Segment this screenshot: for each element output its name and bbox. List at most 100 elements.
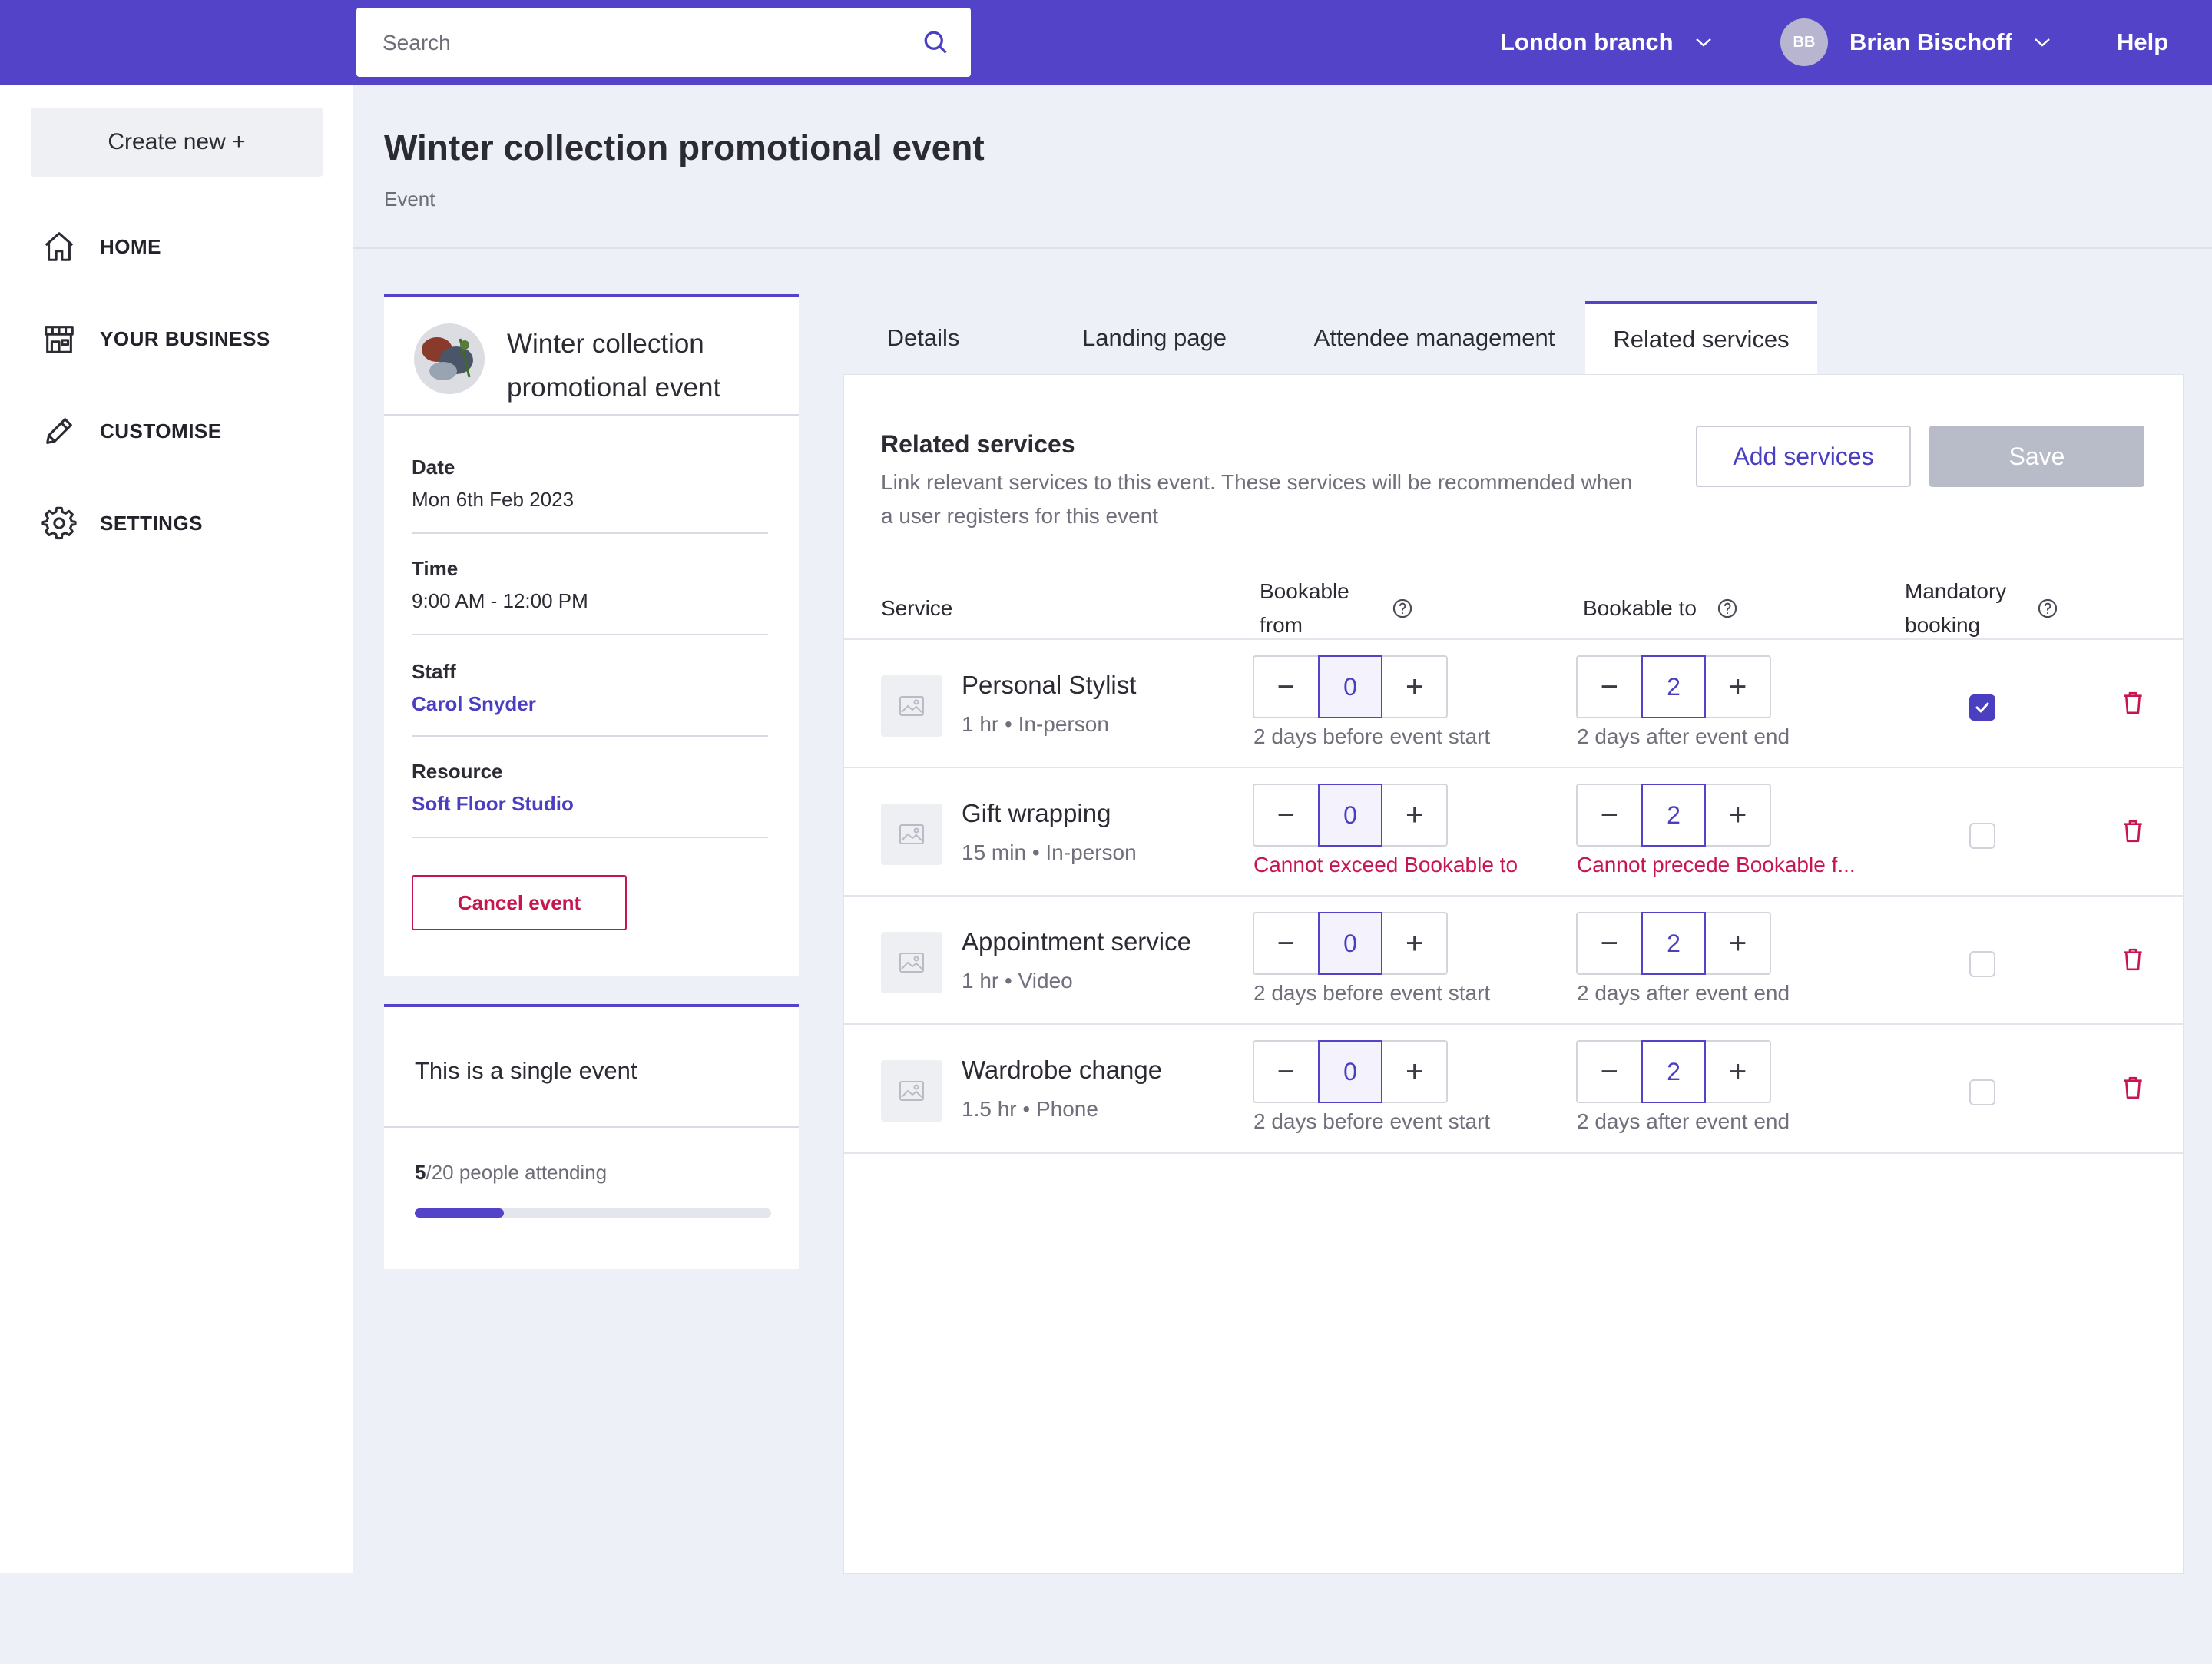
bookable-to-stepper[interactable]: − 2 + [1576,655,1771,718]
column-header-service: Service [881,596,953,620]
bookable-to-value[interactable]: 2 [1641,784,1707,847]
bookable-from-stepper[interactable]: − 0 + [1253,784,1448,847]
bookable-to-stepper[interactable]: − 2 + [1576,784,1771,847]
resource-link[interactable]: Soft Floor Studio [412,792,574,815]
service-name: Appointment service [962,927,1191,956]
bookable-from-value[interactable]: 0 [1317,912,1383,975]
plus-button[interactable]: + [1728,797,1747,832]
time-label: Time [412,557,459,580]
column-header-line: from [1260,613,1303,637]
mandatory-checkbox[interactable] [1969,823,1995,849]
minus-button[interactable]: − [1600,669,1618,704]
minus-button[interactable]: − [1600,1054,1618,1089]
trash-icon[interactable] [2122,819,2144,844]
bookable-from-stepper[interactable]: − 0 + [1253,655,1448,718]
add-services-button[interactable]: Add services [1696,426,1911,487]
attendance-rest: /20 people attending [426,1161,608,1184]
bookable-from-stepper[interactable]: − 0 + [1253,912,1448,975]
create-new-button[interactable]: Create new + [31,108,323,177]
sidebar-item-settings[interactable]: SETTINGS [41,505,203,541]
trash-icon[interactable] [2122,1076,2144,1100]
page-subtitle: Event [384,187,435,210]
header-divider [353,247,2212,249]
divider [384,1126,799,1128]
mandatory-checkbox[interactable] [1969,1079,1995,1105]
mandatory-checkbox[interactable] [1969,694,1995,721]
bookable-to-stepper[interactable]: − 2 + [1576,912,1771,975]
help-circle-icon[interactable] [1717,598,1738,619]
plus-button[interactable]: + [1728,1054,1747,1089]
bookable-to-value[interactable]: 2 [1641,1040,1707,1103]
service-meta: 1 hr • In-person [962,712,1109,736]
tab-details[interactable]: Details [886,324,960,351]
resource-label: Resource [412,760,503,783]
column-header-line: Mandatory [1905,579,2007,603]
top-bar: London branch BB Brian Bischoff Help [0,0,2212,85]
event-attendance-card: This is a single event 5/20 people atten… [384,1004,799,1269]
minus-button[interactable]: − [1277,1054,1295,1089]
bookable-to-value[interactable]: 2 [1641,912,1707,975]
plus-button[interactable]: + [1405,669,1424,704]
user-menu[interactable]: BB Brian Bischoff [1780,0,2052,85]
tab-related-services[interactable]: Related services [1585,301,1817,375]
related-services-panel: Related services Link relevant services … [844,375,2183,1573]
plus-button[interactable]: + [1405,797,1424,832]
bookable-from-value[interactable]: 0 [1317,1040,1383,1103]
service-meta: 1.5 hr • Phone [962,1097,1098,1121]
branch-label: London branch [1500,28,1674,55]
sidebar-item-home[interactable]: HOME [41,229,161,264]
table-row: Wardrobe change 1.5 hr • Phone − 0 + 2 d… [844,1023,2183,1154]
sidebar-item-label: CUSTOMISE [100,419,222,443]
service-name: Personal Stylist [962,671,1137,699]
plus-button[interactable]: + [1405,1054,1424,1089]
plus-button[interactable]: + [1728,926,1747,960]
bookable-from-value[interactable]: 0 [1317,655,1383,718]
divider [384,414,799,416]
staff-link[interactable]: Carol Snyder [412,692,536,715]
tab-attendee-management[interactable]: Attendee management [1313,324,1555,351]
help-circle-icon[interactable] [1392,598,1413,619]
save-button[interactable]: Save [1929,426,2144,487]
minus-button[interactable]: − [1600,926,1618,960]
image-placeholder-icon [899,824,924,844]
section-title: Related services [881,430,1075,458]
help-link[interactable]: Help [2117,28,2169,55]
minus-button[interactable]: − [1277,926,1295,960]
mandatory-checkbox[interactable] [1969,951,1995,977]
minus-button[interactable]: − [1600,797,1618,832]
branch-selector[interactable]: London branch [1500,0,1714,85]
search-box[interactable] [356,8,971,78]
divider [412,532,768,534]
sidebar-item-label: YOUR BUSINESS [100,327,270,350]
plus-button[interactable]: + [1728,669,1747,704]
staff-label: Staff [412,660,456,683]
sidebar-item-label: HOME [100,234,161,258]
help-circle-icon[interactable] [2037,598,2058,619]
minus-button[interactable]: − [1277,669,1295,704]
search-icon[interactable] [922,28,949,56]
search-input[interactable] [381,8,906,78]
page-title: Winter collection promotional event [384,128,985,167]
event-summary-card: Winter collection promotional event Date… [384,294,799,976]
event-type-text: This is a single event [415,1057,637,1084]
column-header-bookable-to: Bookable to [1583,596,1697,620]
bookable-from-hint: Cannot exceed Bookable to [1253,853,1518,877]
event-thumbnail [414,323,485,394]
minus-button[interactable]: − [1277,797,1295,832]
sidebar-item-customise[interactable]: CUSTOMISE [41,413,222,449]
bookable-to-hint: Cannot precede Bookable f... [1577,853,1856,877]
plus-button[interactable]: + [1405,926,1424,960]
trash-icon[interactable] [2122,947,2144,972]
bookable-to-value[interactable]: 2 [1641,655,1707,718]
bookable-from-value[interactable]: 0 [1317,784,1383,847]
cancel-event-button[interactable]: Cancel event [412,875,627,930]
sidebar-item-your-business[interactable]: YOUR BUSINESS [41,321,270,356]
bookable-from-stepper[interactable]: − 0 + [1253,1040,1448,1103]
tab-landing-page[interactable]: Landing page [1082,324,1227,351]
bookable-to-stepper[interactable]: − 2 + [1576,1040,1771,1103]
trash-icon[interactable] [2122,691,2144,715]
check-icon [1975,702,1989,713]
service-name: Wardrobe change [962,1056,1163,1084]
bookable-to-hint: 2 days after event end [1577,981,1790,1005]
bookable-to-hint: 2 days after event end [1577,1109,1790,1133]
